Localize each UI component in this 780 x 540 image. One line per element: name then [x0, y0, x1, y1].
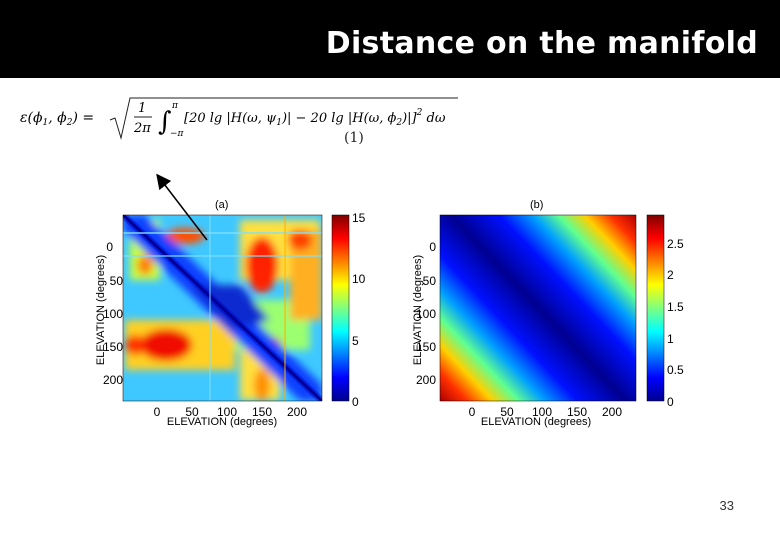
b-ytick-100: 100 — [416, 307, 436, 321]
svg-text:[20 lg |H(ω, ψ1)| − 20 lg |H(ω: [20 lg |H(ω, ψ1)| − 20 lg |H(ω, ϕ2)|]2 d… — [184, 108, 446, 128]
panel-label-b: (b) — [530, 199, 543, 211]
b-xtick-100: 100 — [532, 405, 552, 419]
a-ytick-0: 0 — [106, 240, 113, 254]
b-cbar-0: 0 — [667, 395, 674, 409]
b-xtick-150: 150 — [567, 405, 587, 419]
a-xtick-150: 150 — [252, 405, 272, 419]
b-cbar-2.5: 2.5 — [667, 237, 684, 251]
a-cbar-5: 5 — [352, 334, 359, 348]
svg-text:∫: ∫ — [158, 107, 172, 137]
a-cbar-10: 10 — [352, 272, 366, 286]
a-ytick-150: 150 — [103, 340, 123, 354]
heatmap-a — [122, 214, 323, 402]
b-xtick-200: 200 — [602, 405, 622, 419]
svg-text:−π: −π — [170, 129, 185, 139]
svg-text:π: π — [171, 101, 179, 111]
a-ytick-50: 50 — [110, 274, 124, 288]
b-cbar-1: 1 — [667, 332, 674, 346]
title-bar: Distance on the manifold — [0, 0, 780, 78]
page-number: 33 — [719, 498, 734, 513]
annotation-arrow — [156, 173, 208, 241]
b-cbar-0.5: 0.5 — [667, 363, 684, 377]
equation-graphic: ε(ϕ1, ϕ2) = 1 2π ∫ π −π [20 lg |H(ω, ψ1)… — [20, 97, 458, 140]
b-ytick-150: 150 — [416, 340, 436, 354]
slide-title: Distance on the manifold — [325, 26, 758, 61]
a-cbar-0: 0 — [352, 395, 359, 409]
panel-label-a: (a) — [215, 199, 228, 211]
b-ytick-200: 200 — [416, 373, 436, 387]
b-xtick-0: 0 — [469, 405, 476, 419]
a-xtick-200: 200 — [287, 405, 307, 419]
b-cbar-2: 2 — [667, 268, 674, 282]
b-ylabel: ELEVATION (degrees) — [412, 255, 424, 365]
b-ytick-50: 50 — [423, 274, 437, 288]
b-cbar-1.5: 1.5 — [667, 300, 684, 314]
svg-text:1: 1 — [138, 101, 146, 116]
a-ytick-200: 200 — [103, 373, 123, 387]
a-xtick-0: 0 — [154, 405, 161, 419]
colorbar-a — [331, 214, 350, 402]
a-xtick-50: 50 — [185, 405, 199, 419]
svg-text:ε(ϕ1, ϕ2) =: ε(ϕ1, ϕ2) = — [20, 110, 94, 128]
b-xlabel: ELEVATION (degrees) — [481, 416, 591, 428]
a-cbar-15: 15 — [352, 211, 366, 225]
a-xlabel: ELEVATION (degrees) — [167, 416, 277, 428]
a-ylabel: ELEVATION (degrees) — [95, 255, 107, 365]
a-xtick-100: 100 — [217, 405, 237, 419]
equation-number: (1) — [344, 130, 364, 146]
a-ytick-100: 100 — [103, 307, 123, 321]
heatmap-b — [439, 214, 637, 402]
svg-text:2π: 2π — [133, 121, 151, 136]
b-ytick-0: 0 — [429, 240, 436, 254]
colorbar-b — [646, 214, 665, 402]
b-xtick-50: 50 — [500, 405, 514, 419]
